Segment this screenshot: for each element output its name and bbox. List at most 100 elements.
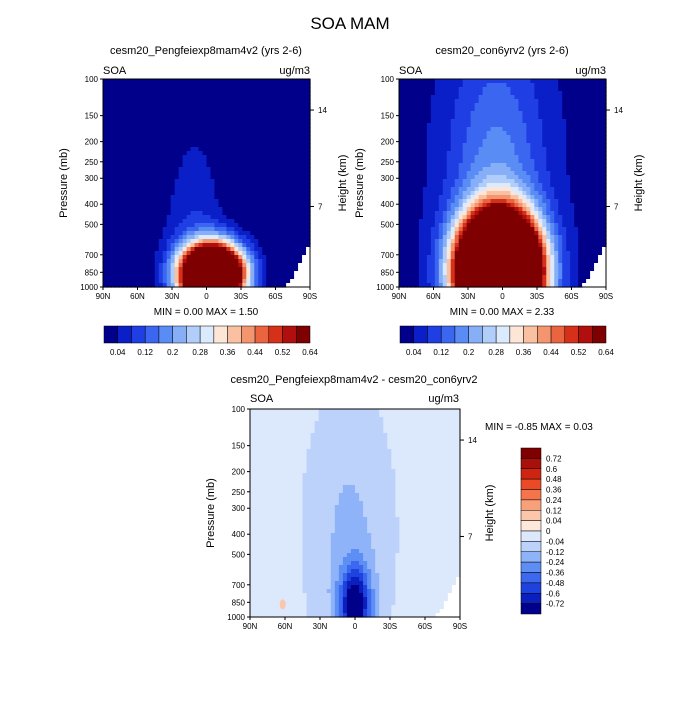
heatmap-cell [103, 259, 108, 264]
heatmap-cell [103, 191, 108, 196]
heatmap-cell [471, 191, 476, 196]
heatmap-cell [139, 127, 144, 132]
heatmap-cell [151, 207, 156, 212]
heatmap-cell [290, 235, 295, 240]
heatmap-cell [207, 171, 212, 176]
heatmap-cell [238, 167, 243, 172]
heatmap-cell [127, 219, 132, 224]
heatmap-cell [522, 99, 527, 104]
heatmap-cell [570, 151, 575, 156]
heatmap-cell [582, 215, 587, 220]
heatmap-cell [155, 187, 160, 192]
heatmap-cell [222, 95, 227, 100]
heatmap-cell [459, 203, 464, 208]
heatmap-cell [278, 203, 283, 208]
heatmap-cell [143, 111, 148, 116]
heatmap-cell [119, 195, 124, 200]
heatmap-cell [151, 183, 156, 188]
heatmap-cell [167, 267, 172, 272]
heatmap-cell [155, 211, 160, 216]
heatmap-cell [399, 135, 404, 140]
heatmap-cell [254, 219, 259, 224]
heatmap-cell [594, 195, 599, 200]
heatmap-cell [258, 199, 263, 204]
heatmap-cell [586, 207, 591, 212]
heatmap-cell [407, 211, 412, 216]
heatmap-cell [238, 111, 243, 116]
heatmap-cell [411, 107, 416, 112]
heatmap-cell [290, 99, 295, 104]
heatmap-cell [562, 111, 567, 116]
heatmap-cell [262, 207, 267, 212]
heatmap-cell [530, 147, 535, 152]
heatmap-cell [183, 279, 188, 284]
heatmap-cell [495, 151, 500, 156]
heatmap-cell [427, 191, 432, 196]
heatmap-cell [230, 215, 235, 220]
heatmap-cell [103, 95, 108, 100]
heatmap-cell [598, 239, 603, 244]
heatmap-cell [550, 235, 555, 240]
heatmap-cell [467, 79, 472, 84]
heatmap-cell [471, 147, 476, 152]
heatmap-cell [171, 263, 176, 268]
heatmap-cell [399, 139, 404, 144]
heatmap-cell [423, 143, 428, 148]
heatmap-cell [266, 255, 271, 260]
heatmap-cell [183, 255, 188, 260]
heatmap-cell [187, 119, 192, 124]
heatmap-cell [467, 215, 472, 220]
heatmap-cell [546, 79, 551, 84]
heatmap-cell [254, 227, 259, 232]
heatmap-cell [123, 247, 128, 252]
heatmap-cell [415, 183, 420, 188]
heatmap-cell [159, 135, 164, 140]
heatmap-cell [258, 139, 263, 144]
heatmap-cell [274, 219, 279, 224]
heatmap-cell [439, 207, 444, 212]
heatmap-cell [286, 211, 291, 216]
heatmap-cell [270, 143, 275, 148]
heatmap-cell [443, 147, 448, 152]
heatmap-cell [411, 163, 416, 168]
heatmap-cell [463, 167, 468, 172]
heatmap-cell [463, 175, 468, 180]
heatmap-cell [435, 211, 440, 216]
heatmap-cell [242, 211, 247, 216]
heatmap-cell [270, 83, 275, 88]
heatmap-cell [554, 231, 559, 236]
heatmap-cell [147, 171, 152, 176]
heatmap-cell [427, 183, 432, 188]
heatmap-cell [459, 183, 464, 188]
heatmap-cell [578, 191, 583, 196]
heatmap-cell [427, 207, 432, 212]
heatmap-cell [242, 231, 247, 236]
heatmap-cell [419, 175, 424, 180]
heatmap-cell [107, 163, 112, 168]
heatmap-cell [250, 103, 255, 108]
heatmap-cell [238, 91, 243, 96]
heatmap-cell [499, 235, 504, 240]
heatmap-cell [302, 179, 307, 184]
heatmap-cell [562, 191, 567, 196]
heatmap-cell [238, 179, 243, 184]
heatmap-cell [207, 95, 212, 100]
heatmap-cell [578, 207, 583, 212]
heatmap-cell [534, 219, 539, 224]
heatmap-cell [403, 99, 408, 104]
heatmap-cell [487, 147, 492, 152]
panel-1-title: cesm20_Pengfeiexp8mam4v2 (yrs 2-6) [110, 45, 302, 57]
heatmap-cell [431, 179, 436, 184]
heatmap-cell [107, 243, 112, 248]
heatmap-cell [119, 187, 124, 192]
heatmap-cell [407, 87, 412, 92]
heatmap-cell [278, 135, 283, 140]
heatmap-cell [407, 167, 412, 172]
heatmap-cell [123, 163, 128, 168]
heatmap-cell [590, 239, 595, 244]
heatmap-cell [147, 203, 152, 208]
heatmap-cell [522, 79, 527, 84]
heatmap-cell [195, 195, 200, 200]
heatmap-cell [427, 199, 432, 204]
y-tick-label: 850 [85, 268, 99, 277]
